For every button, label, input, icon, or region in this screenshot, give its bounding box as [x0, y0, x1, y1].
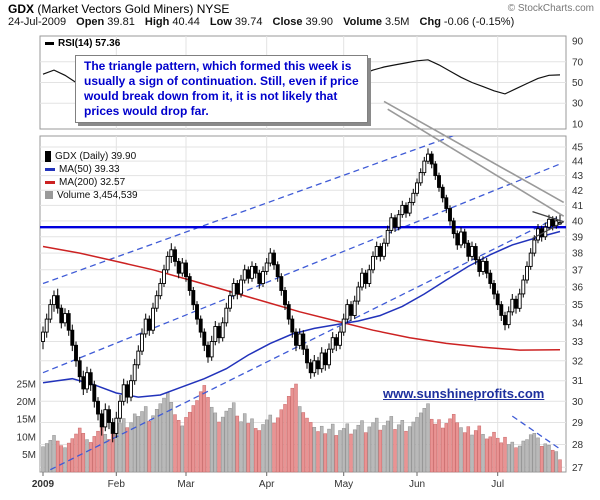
svg-text:38: 38 — [572, 249, 584, 260]
svg-text:70: 70 — [572, 57, 584, 68]
svg-text:Jun: Jun — [409, 479, 425, 490]
quote-close: Close 39.90 — [272, 16, 334, 28]
annotation-line: The triangle pattern, which formed this … — [84, 59, 352, 73]
price-legend: GDX (Daily) 39.90 MA(50) 39.33 MA(200) 3… — [45, 150, 138, 202]
legend-item-gdx: GDX (Daily) 39.90 — [45, 150, 138, 163]
quote-low: Low 39.74 — [209, 16, 263, 28]
svg-text:37: 37 — [572, 265, 584, 276]
svg-text:Feb: Feb — [108, 479, 126, 490]
svg-text:33: 33 — [572, 337, 584, 348]
legend-item-ma50: MA(50) 39.33 — [45, 163, 138, 176]
volume-bars-icon — [45, 191, 53, 200]
exchange-label: NYSE — [196, 2, 230, 16]
svg-text:39: 39 — [572, 232, 584, 243]
annotation-line: would break down from it, it is not like… — [84, 89, 338, 103]
svg-text:10M: 10M — [17, 432, 36, 443]
svg-text:May: May — [334, 479, 353, 490]
svg-text:28: 28 — [572, 440, 584, 451]
annotation-line: prices would drop far. — [84, 104, 209, 118]
svg-text:43: 43 — [572, 171, 584, 182]
svg-text:45: 45 — [572, 143, 584, 154]
svg-text:32: 32 — [572, 356, 584, 367]
svg-text:36: 36 — [572, 283, 584, 294]
title-row: GDX (Market Vectors Gold Miners) NYSE © … — [8, 2, 594, 16]
svg-text:Mar: Mar — [177, 479, 195, 490]
svg-text:50: 50 — [572, 78, 584, 89]
svg-text:25M: 25M — [17, 380, 36, 391]
annotation-line: usually a sign of continuation. Still, e… — [84, 74, 359, 88]
svg-text:30: 30 — [572, 397, 584, 408]
ma200-line-icon — [45, 180, 55, 184]
rsi-legend-label: RSI(14) 57.36 — [58, 38, 121, 49]
quote-line: 24-Jul-2009 Open 39.81 High 40.44 Low 39.74… — [8, 16, 514, 28]
chart-header: GDX (Market Vectors Gold Miners) NYSE © … — [0, 0, 600, 30]
svg-text:35: 35 — [572, 300, 584, 311]
svg-text:10: 10 — [572, 119, 584, 130]
ma50-line-icon — [45, 167, 55, 171]
security-name: (Market Vectors Gold Miners) — [37, 2, 194, 16]
svg-text:5M: 5M — [22, 450, 36, 461]
svg-text:29: 29 — [572, 418, 584, 429]
legend-item-ma200: MA(200) 32.57 — [45, 176, 138, 189]
quote-high: High 40.44 — [144, 16, 200, 28]
svg-text:44: 44 — [572, 157, 584, 168]
svg-text:34: 34 — [572, 318, 584, 329]
quote-date: 24-Jul-2009 — [8, 16, 67, 28]
svg-text:42: 42 — [572, 186, 584, 197]
svg-text:31: 31 — [572, 376, 584, 387]
quote-volume: Volume 3.5M — [343, 16, 410, 28]
chart-svg: 2009 Feb Mar Apr May Jun Jul 45 44 43 42 41 40 39 38 37… — [17, 35, 584, 490]
svg-text:2009: 2009 — [32, 479, 55, 490]
svg-text:Apr: Apr — [259, 479, 275, 490]
ticker-symbol: GDX — [8, 2, 35, 16]
rsi-line-icon — [45, 41, 54, 45]
chart-area: 2009 Feb Mar Apr May Jun Jul 45 44 43 42 41 40 39 38 37… — [0, 30, 600, 500]
watermark-link[interactable]: www.sunshineprofits.com — [383, 386, 545, 401]
svg-text:41: 41 — [572, 201, 584, 212]
quote-change: Chg -0.06 (-0.15%) — [419, 16, 515, 28]
svg-text:Jul: Jul — [491, 479, 504, 490]
quote-open: Open 39.81 — [76, 16, 135, 28]
svg-text:30: 30 — [572, 99, 584, 110]
copyright-label: © StockCharts.com — [507, 3, 594, 14]
annotation-box: The triangle pattern, which formed this … — [75, 55, 368, 123]
rsi-legend: RSI(14) 57.36 — [45, 38, 120, 49]
candle-icon — [45, 150, 51, 162]
svg-text:15M: 15M — [17, 415, 36, 426]
legend-item-volume: Volume 3,454,539 — [45, 189, 138, 202]
svg-text:40: 40 — [572, 216, 584, 227]
svg-text:20M: 20M — [17, 397, 36, 408]
svg-text:90: 90 — [572, 37, 584, 48]
svg-text:27: 27 — [572, 463, 584, 474]
